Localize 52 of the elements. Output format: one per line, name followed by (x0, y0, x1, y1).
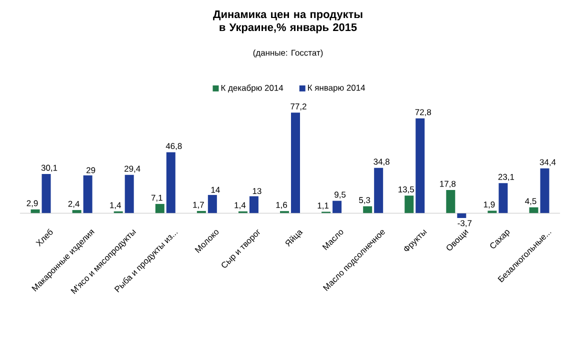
data-label: 5,3 (359, 197, 370, 204)
data-label: 46,8 (166, 143, 182, 150)
data-label: 34,8 (374, 158, 390, 166)
data-label: 34,4 (540, 159, 556, 166)
bar (529, 207, 538, 214)
data-label: 1,9 (484, 202, 495, 209)
legend-label: К декабрю 2014 (221, 84, 284, 93)
data-label: 2,9 (26, 200, 38, 208)
data-label: 13 (252, 188, 262, 194)
data-label: 29 (86, 167, 96, 174)
bar (416, 118, 425, 214)
bar (291, 112, 300, 214)
bar (30, 209, 40, 214)
data-label: 14 (211, 186, 220, 193)
data-label: 1,4 (110, 202, 121, 210)
data-label: 1,1 (318, 202, 329, 210)
data-label: 17,8 (440, 180, 456, 188)
bar (208, 194, 217, 214)
bar (540, 168, 550, 214)
bar (166, 152, 176, 214)
data-label: 1,4 (234, 202, 246, 210)
bar (72, 210, 82, 214)
bar (374, 168, 384, 214)
bar (446, 190, 456, 214)
bar (124, 174, 134, 214)
bar (196, 210, 206, 214)
bar (363, 206, 372, 214)
bar (404, 196, 414, 214)
data-label: 2,4 (68, 200, 80, 208)
data-label: 7,1 (151, 194, 162, 202)
data-label: 1,7 (193, 202, 204, 209)
bar (498, 183, 508, 214)
data-label: 4,5 (525, 198, 536, 206)
chart-subtitle: (данные: Госстат) (253, 50, 323, 58)
bar (488, 210, 497, 214)
data-label: 23,1 (498, 174, 514, 181)
legend-label: К январю 2014 (308, 84, 366, 92)
bar (83, 175, 92, 214)
data-label: 1,6 (276, 202, 288, 209)
bar (457, 213, 466, 218)
data-label: 72,8 (415, 109, 431, 116)
bar (332, 200, 342, 214)
chart-title: Динамика цен на продукты в Украине,% январь 2015 (213, 10, 362, 34)
data-label: 9,5 (334, 192, 346, 199)
bar (42, 174, 51, 214)
data-label: 13,5 (398, 186, 414, 194)
data-label: -3,7 (458, 220, 472, 228)
data-label: 77,2 (290, 103, 306, 110)
data-label: 29,4 (124, 166, 140, 173)
bar (155, 204, 164, 214)
data-label: 30,1 (41, 164, 58, 172)
bar (249, 196, 258, 214)
